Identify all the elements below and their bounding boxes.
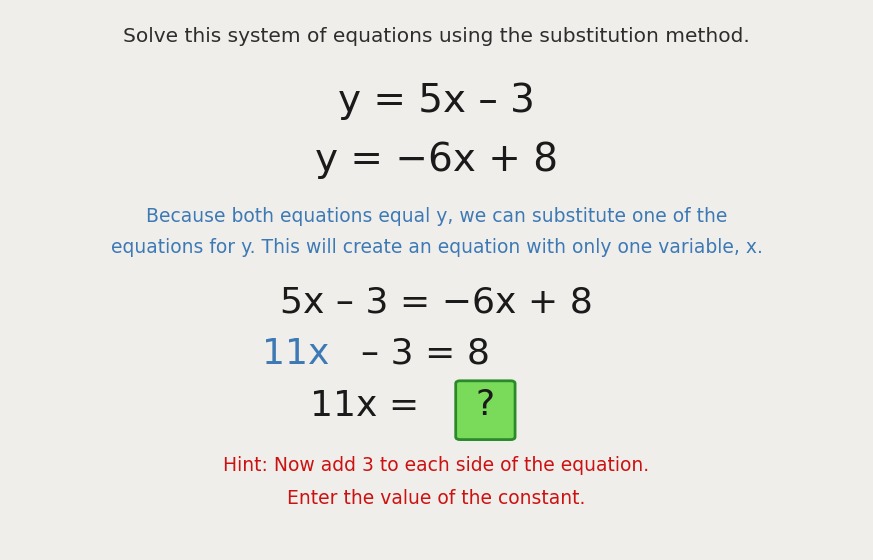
Text: 11x =: 11x = bbox=[310, 389, 430, 423]
Text: y = 5x – 3: y = 5x – 3 bbox=[338, 82, 535, 120]
Text: Solve this system of equations using the substitution method.: Solve this system of equations using the… bbox=[123, 27, 750, 46]
Text: Hint: Now add 3 to each side of the equation.: Hint: Now add 3 to each side of the equa… bbox=[223, 456, 650, 475]
Text: – 3 = 8: – 3 = 8 bbox=[361, 337, 490, 371]
Text: 11x: 11x bbox=[262, 337, 329, 371]
Text: Enter the value of the constant.: Enter the value of the constant. bbox=[287, 489, 586, 508]
Text: 5x – 3 = −6x + 8: 5x – 3 = −6x + 8 bbox=[280, 286, 593, 319]
FancyBboxPatch shape bbox=[456, 381, 515, 440]
Text: ?: ? bbox=[476, 388, 495, 422]
Text: equations for y. This will create an equation with only one variable, x.: equations for y. This will create an equ… bbox=[111, 238, 762, 257]
Text: y = −6x + 8: y = −6x + 8 bbox=[315, 141, 558, 179]
Text: Because both equations equal y, we can substitute one of the: Because both equations equal y, we can s… bbox=[146, 207, 727, 226]
